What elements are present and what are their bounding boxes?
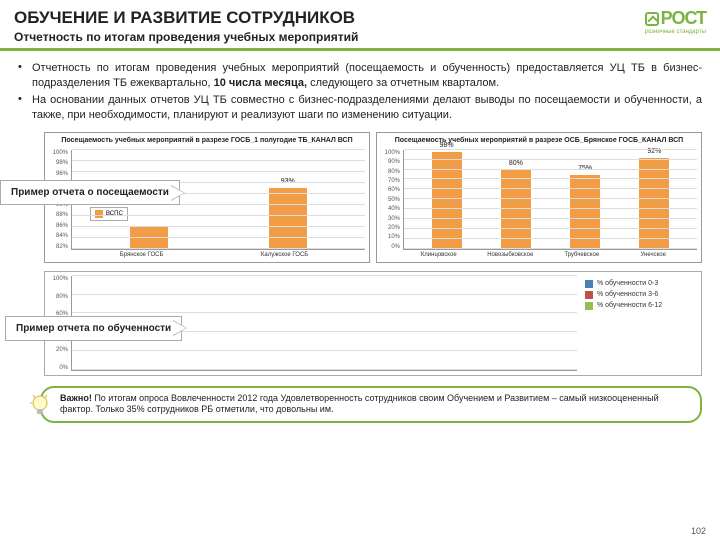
chart2-title: Посещаемость учебных мероприятий в разре… bbox=[381, 137, 697, 145]
bulb-icon bbox=[30, 394, 50, 418]
page-subtitle: Отчетность по итогам проведения учебных … bbox=[14, 30, 645, 44]
page-title: ОБУЧЕНИЕ И РАЗВИТИЕ СОТРУДНИКОВ bbox=[14, 8, 645, 28]
chart1-legend: ВСПС bbox=[90, 207, 128, 221]
chart1-title: Посещаемость учебных мероприятий в разре… bbox=[49, 137, 365, 145]
logo: РОСТ розничные стандарты bbox=[645, 8, 706, 35]
logo-subtext: розничные стандарты bbox=[645, 29, 706, 35]
page-number: 102 bbox=[691, 526, 706, 536]
footer-note: Важно! По итогам опроса Вовлеченности 20… bbox=[40, 386, 702, 423]
chart-training: Пример отчета по обученности 100%80%60%4… bbox=[44, 271, 702, 376]
logo-text: РОСТ bbox=[661, 8, 706, 29]
callout-attendance: Пример отчета о посещаемости bbox=[0, 180, 180, 205]
callout-training: Пример отчета по обученности bbox=[5, 316, 182, 341]
footer-bold: Важно! bbox=[60, 393, 92, 403]
chart3-legend: % обученности 0-3% обученности 3-6% обуч… bbox=[577, 276, 697, 371]
bullet-2: На основании данных отчетов УЦ ТБ совмес… bbox=[32, 93, 702, 123]
header: ОБУЧЕНИЕ И РАЗВИТИЕ СОТРУДНИКОВ Отчетнос… bbox=[0, 0, 720, 51]
bullet-list: •Отчетность по итогам проведения учебных… bbox=[18, 61, 702, 122]
footer-text: По итогам опроса Вовлеченности 2012 года… bbox=[60, 393, 659, 415]
chart-attendance-osb: Посещаемость учебных мероприятий в разре… bbox=[376, 132, 702, 262]
bullet-1: Отчетность по итогам проведения учебных … bbox=[32, 61, 702, 91]
